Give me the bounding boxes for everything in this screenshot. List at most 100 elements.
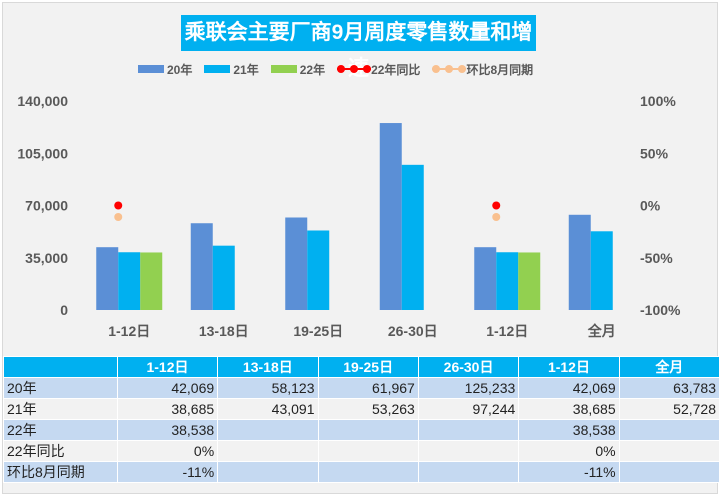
table-cell: 42,069 bbox=[116, 377, 219, 399]
bar-22年 bbox=[518, 252, 541, 310]
table-cell: 21年 bbox=[3, 398, 118, 420]
legend-label: 22年同比 bbox=[371, 62, 421, 77]
chart-plot: 0 35,000 70,000 105,000 140,000 -100% -50% 0% 50… bbox=[17, 93, 681, 339]
left-axis-tick: 105,000 bbox=[17, 145, 68, 161]
table-cell: 38,685 bbox=[116, 398, 219, 420]
point-22年同比 bbox=[114, 201, 123, 210]
table-cell: 38,685 bbox=[518, 398, 620, 420]
table-header: 1-12日 13-18日 19-25日 26-30日 1-12日 全月 bbox=[3, 356, 720, 378]
table-cell: 52,728 bbox=[618, 398, 720, 420]
legend-mom: 环比8月同期 bbox=[432, 61, 533, 78]
category-label: 19-25日 bbox=[293, 323, 343, 339]
bar-22年 bbox=[140, 252, 163, 310]
legend: 20年 21年 22年 22年同比 环比8月同期 bbox=[138, 60, 545, 78]
table-cell: -11% bbox=[116, 461, 219, 483]
table-cell: 53,263 bbox=[317, 398, 419, 420]
table-cell: 38,538 bbox=[518, 419, 620, 441]
bar-21年 bbox=[401, 164, 424, 310]
table-cell: 13-18日 bbox=[217, 356, 319, 378]
right-axis-tick: 100% bbox=[640, 93, 676, 109]
bar-20年 bbox=[474, 247, 497, 310]
table-cell: 1-12日 bbox=[518, 356, 620, 378]
table-cell: 43,091 bbox=[217, 398, 319, 420]
table-cell: 19-25日 bbox=[317, 356, 419, 378]
bar-21年 bbox=[212, 245, 235, 310]
left-axis-tick: 35,000 bbox=[25, 250, 68, 266]
point-环比8月同期 bbox=[492, 212, 501, 221]
table-cell: 0% bbox=[518, 440, 620, 462]
bar-20年 bbox=[379, 123, 402, 311]
table-cell: 0% bbox=[116, 440, 219, 462]
table-cell: 1-12日 bbox=[116, 356, 219, 378]
legend-label: 20年 bbox=[167, 62, 193, 77]
legend-22: 22年 bbox=[270, 61, 326, 78]
bar-20年 bbox=[568, 214, 591, 310]
legend-21: 21年 bbox=[204, 61, 259, 78]
table-cell bbox=[317, 440, 419, 462]
right-axis-tick: 0% bbox=[640, 198, 661, 214]
category-label: 全月 bbox=[587, 323, 616, 339]
legend-label: 环比8月同期 bbox=[466, 62, 534, 77]
legend-swatch bbox=[204, 65, 231, 73]
legend-swatch bbox=[138, 65, 164, 73]
table-row: 21年 38,685 43,091 53,263 97,244 38,685 52,728 bbox=[3, 398, 720, 420]
category-label: 13-18日 bbox=[199, 323, 249, 339]
legend-line-marker bbox=[432, 64, 467, 74]
table-cell bbox=[618, 440, 720, 462]
table-cell: 22年 bbox=[3, 419, 118, 441]
table-cell bbox=[417, 461, 520, 483]
bar-21年 bbox=[118, 252, 141, 310]
table-cell: 38,538 bbox=[116, 419, 219, 441]
left-axis-tick: 70,000 bbox=[25, 198, 68, 214]
legend-label: 22年 bbox=[299, 62, 326, 77]
table-cell bbox=[417, 440, 520, 462]
bar-21年 bbox=[496, 252, 519, 310]
table-row: 22年 38,538 38,538 bbox=[3, 419, 720, 441]
right-axis-tick: -100% bbox=[640, 302, 681, 318]
table-cell: 42,069 bbox=[518, 377, 620, 399]
table-row: 环比8月同期 -11% -11% bbox=[3, 461, 720, 483]
table-cell: 61,967 bbox=[317, 377, 419, 399]
table-cell: 58,123 bbox=[217, 377, 319, 399]
legend-label: 21年 bbox=[233, 62, 259, 77]
table-cell: 环比8月同期 bbox=[3, 461, 118, 483]
bar-20年 bbox=[96, 247, 119, 310]
table-cell: 20年 bbox=[3, 377, 118, 399]
bar-21年 bbox=[307, 230, 330, 310]
table-cell bbox=[317, 461, 419, 483]
table-row: 22年同比 0% 0% bbox=[3, 440, 720, 462]
legend-line-marker bbox=[337, 64, 372, 74]
point-环比8月同期 bbox=[114, 212, 123, 221]
table-cell bbox=[217, 419, 319, 441]
table-cell bbox=[3, 356, 118, 378]
legend-20: 20年 bbox=[138, 61, 192, 78]
category-label: 26-30日 bbox=[388, 323, 438, 339]
right-axis-tick: 50% bbox=[640, 145, 669, 161]
table-cell bbox=[417, 419, 520, 441]
table-cell bbox=[217, 461, 319, 483]
legend-swatch bbox=[270, 65, 297, 73]
bar-21年 bbox=[590, 231, 613, 310]
table-cell: -11% bbox=[518, 461, 620, 483]
table-cell bbox=[618, 419, 720, 441]
table-cell: 26-30日 bbox=[417, 356, 520, 378]
table-cell bbox=[618, 461, 720, 483]
table-cell: 125,233 bbox=[417, 377, 520, 399]
table-cell: 97,244 bbox=[417, 398, 520, 420]
left-axis-tick: 0 bbox=[60, 302, 68, 318]
legend-yoy: 22年同比 bbox=[337, 61, 420, 78]
bar-20年 bbox=[285, 217, 308, 310]
point-22年同比 bbox=[492, 201, 501, 210]
left-axis-tick: 140,000 bbox=[17, 93, 68, 109]
table-cell: 22年同比 bbox=[3, 440, 118, 462]
table-row: 20年 42,069 58,123 61,967 125,233 42,069 63,783 bbox=[3, 377, 720, 399]
right-axis-tick: -50% bbox=[640, 250, 673, 266]
table-cell bbox=[317, 419, 419, 441]
category-label: 1-12日 bbox=[486, 323, 528, 339]
table-cell bbox=[217, 440, 319, 462]
chart-title: 乘联会主要厂商9月周度零售数量和增速 bbox=[181, 15, 536, 80]
bar-20年 bbox=[190, 223, 213, 310]
table-cell: 63,783 bbox=[618, 377, 720, 399]
table-cell: 全月 bbox=[618, 356, 720, 378]
category-label: 1-12日 bbox=[108, 323, 150, 339]
